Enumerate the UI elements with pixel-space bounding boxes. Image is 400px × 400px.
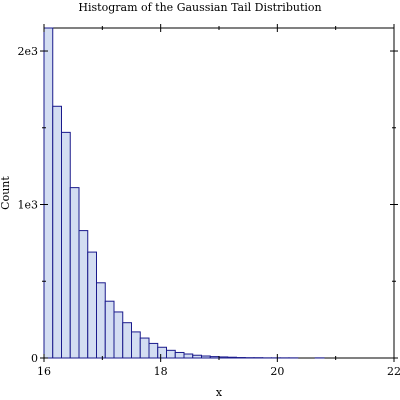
chart-title: Histogram of the Gaussian Tail Distribut…	[78, 1, 321, 14]
y-tick-label: 0	[31, 352, 38, 365]
histogram-bar	[96, 282, 106, 359]
x-tick-label: 20	[270, 365, 284, 378]
histogram-bar	[174, 351, 185, 359]
histogram-bar	[69, 187, 80, 359]
histogram-bar	[148, 342, 159, 359]
histogram-bar	[157, 346, 167, 359]
x-tick-label: 18	[154, 365, 168, 378]
histogram-bar	[122, 322, 132, 359]
histogram-bar	[131, 331, 141, 359]
histogram-bar	[104, 300, 115, 359]
histogram-bar	[192, 354, 202, 359]
histogram-bar	[43, 27, 54, 359]
histogram-bar	[166, 349, 176, 359]
histogram-bar	[218, 356, 229, 359]
y-axis-label: Count	[0, 176, 12, 210]
histogram-bar	[201, 355, 211, 359]
ticks-group: 16 18 20 22 0 1e3 2e3	[17, 24, 400, 378]
histogram-bar	[209, 356, 220, 359]
bars-group	[43, 27, 325, 359]
y-tick-label: 2e3	[17, 45, 38, 58]
histogram-bar	[52, 105, 62, 359]
histogram-bar	[61, 131, 71, 359]
y-tick-label: 1e3	[17, 199, 38, 212]
histogram-bar	[227, 356, 237, 359]
x-tick-label: 22	[387, 365, 400, 378]
histogram-bar	[87, 251, 97, 359]
histogram-bar	[78, 230, 89, 359]
histogram-bar	[183, 353, 194, 359]
histogram-bar	[139, 337, 150, 359]
x-tick-label: 16	[37, 365, 51, 378]
histogram-bar	[113, 311, 124, 359]
x-axis-label: x	[216, 386, 223, 399]
